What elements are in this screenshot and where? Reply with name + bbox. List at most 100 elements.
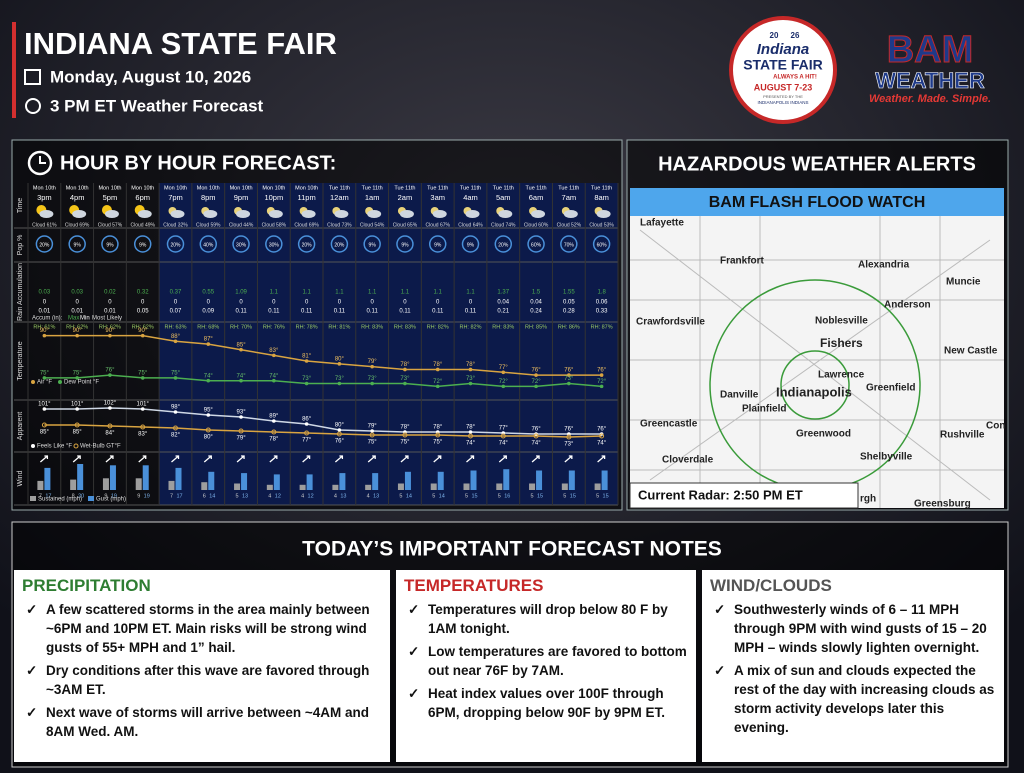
notes-heading: PRECIPITATION [22,576,151,595]
day-label: Tue 11th [493,185,514,191]
row-label: Wind [17,470,24,486]
wet-bulb-line [44,424,602,438]
relative-humidity: RH: 70% [230,324,252,330]
feels-like-label: 76° [564,427,574,433]
hour-label: 4am [463,193,478,202]
air-temp-label: 88° [171,334,181,340]
wet-bulb-point [173,425,178,431]
rain-max: 0.03 [71,290,83,296]
gust-value: 13 [242,493,248,499]
feels-like-label: 95° [204,408,214,414]
sustained-value: 5 [432,493,435,499]
gust-value: 15 [570,493,576,499]
rain-min: 0 [75,300,79,306]
cloud-cover: Cloud 61% [32,222,57,228]
pop-ring [461,235,480,253]
relative-humidity: RH: 83% [394,324,416,330]
pop-ring [297,235,316,253]
wet-bulb-point [468,433,473,439]
relative-humidity: RH: 86% [558,324,580,330]
cloud-icon [301,210,316,218]
sustained-bar [102,478,109,490]
relative-humidity: RH: 82% [459,324,481,330]
sustained-value: 5 [236,493,239,499]
rain-likely: 0.24 [530,309,542,315]
city-label: Lafayette [640,218,684,229]
sustained-value: 8 [72,493,75,499]
row-label: Temperature [17,341,24,380]
pop-value: 60% [531,242,542,248]
feels-like-point [140,407,145,411]
air-temp-point [370,364,374,369]
cloud-icon [268,210,283,218]
cloud-icon [334,210,349,218]
wet-bulb-label: 85° [40,430,50,436]
day-label: Mon 10th [33,185,56,191]
city-label: Shelbyville [860,452,913,463]
rain-likely: 0.28 [563,309,575,315]
rain-min: 0 [403,300,407,306]
pop-ring [265,235,283,253]
dew-point-label: 72° [499,379,509,385]
legend-text: Wet-Bulb GT°F [80,444,121,450]
sustained-value: 7 [39,493,42,499]
wet-bulb-label: 74° [499,441,509,447]
air-temp-label: 90° [40,328,50,334]
feels-like-label: 80° [335,423,345,429]
row-label: Apparent [17,412,24,440]
sustained-bar [37,480,44,490]
feels-like-point [239,415,243,419]
note-item: Next wave of storms will arrive between … [26,703,382,741]
note-item: Low temperatures are favored to bottom o… [408,642,688,680]
rain-max: 1.1 [335,290,344,296]
sustained-value: 5 [498,493,501,499]
logo-text: 20 [770,31,779,40]
air-temp-label: 78° [433,362,443,368]
hour-label: 5pm [103,193,118,202]
city-label: Fishers [820,336,863,350]
wind-arrow [498,455,507,463]
gust-bar [175,467,182,490]
clock-icon [27,150,53,176]
dew-point-label: 73° [400,376,410,382]
gust-bar [142,465,149,490]
accent-bar [12,22,16,118]
rain-likely: 0.07 [170,309,182,315]
cloud-icon [203,210,218,218]
notes-column: WIND/CLOUDS Southwesterly winds of 6 – 11… [702,570,1004,762]
note-item: Temperatures will drop below 80 F by 1AM… [408,600,688,638]
gust-bar [470,470,477,490]
day-label: Tue 11th [558,185,579,191]
hour-label: 2am [398,193,413,202]
pop-value: 9% [401,242,409,248]
hour-label: 11pm [298,193,316,202]
logo-text: ALWAYS A HIT! [773,75,817,81]
pop-value: 40% [203,242,214,248]
feels-like-line [44,407,602,435]
wet-bulb-label: 74° [597,441,607,447]
rain-max: 0.32 [137,290,149,296]
rain-likely: 0.11 [399,309,411,315]
rain-min: 0 [207,300,211,306]
gust-value: 14 [406,493,412,499]
wet-bulb-point [140,424,146,430]
rain-min: 0 [305,300,309,306]
legend-swatch [58,380,62,384]
sustained-bar [561,483,568,490]
note-item: Southwesterly winds of 6 – 11 MPH throug… [714,600,996,657]
gust-value: 15 [471,493,477,499]
day-label: Mon 10th [131,185,154,191]
pop-ring [363,235,381,253]
air-temp-label: 76° [532,368,542,374]
notes-title: TODAY’S IMPORTANT FORECAST NOTES [302,538,722,561]
feels-like-label: 78° [433,425,443,431]
feels-like-point [337,428,342,432]
gust-value: 19 [111,493,117,499]
sustained-bar [168,480,175,490]
wind-arrow [138,455,147,463]
relative-humidity: RH: 61% [33,324,55,330]
notes-column: PRECIPITATION A few scattered storms in t… [14,570,390,762]
wet-bulb-point [41,422,47,428]
cloud-icon [137,210,152,218]
